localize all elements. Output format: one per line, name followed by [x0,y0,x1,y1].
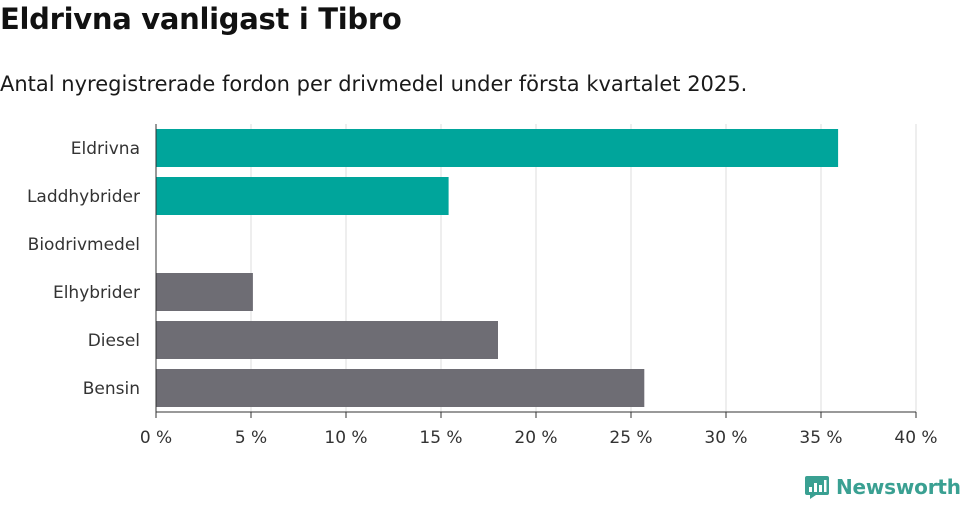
x-tick-label-7: 35 % [799,428,842,448]
category-label-diesel: Diesel [88,331,140,351]
chart-subtitle: Antal nyregistrerade fordon per drivmede… [0,72,748,96]
bar-laddhybrider [156,177,449,215]
grid-lines [250,124,917,412]
bar-elhybrider [156,273,253,311]
x-tick-label-4: 20 % [514,428,557,448]
chart-title: Eldrivna vanligast i Tibro [0,2,402,36]
bar-diesel [156,321,498,359]
bar-eldrivna [156,129,839,167]
x-tick-label-1: 5 % [235,428,267,448]
brand-logo: Newsworthy [804,474,960,500]
category-label-bensin: Bensin [83,379,140,399]
x-axis: 0 % 5 % 10 % 15 % 20 % 25 % 30 % 35 % 40 % [140,124,938,448]
bars [156,129,839,407]
x-tick-label-2: 10 % [324,428,367,448]
category-label-laddhybrider: Laddhybrider [27,187,140,207]
category-label-biodrivmedel: Biodrivmedel [28,235,140,255]
bar-chart-logo-icon [805,476,829,499]
brand-name: Newsworthy [836,475,960,499]
x-tick-label-0: 0 % [140,428,172,448]
bar-bensin [156,369,645,407]
x-tick-label-3: 15 % [419,428,462,448]
category-labels: Eldrivna Laddhybrider Biodrivmedel Elhybrid… [27,139,140,399]
category-label-eldrivna: Eldrivna [71,139,140,159]
x-tick-label-8: 40 % [894,428,937,448]
category-label-elhybrider: Elhybrider [53,283,140,303]
x-tick-label-5: 25 % [609,428,652,448]
x-tick-label-6: 30 % [704,428,747,448]
